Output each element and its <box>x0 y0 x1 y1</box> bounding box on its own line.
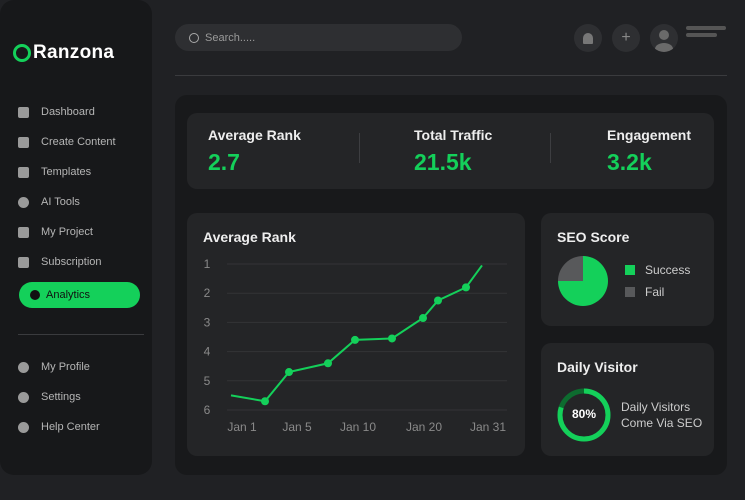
label: AI Tools <box>41 196 80 208</box>
progress-ring <box>557 388 611 442</box>
user-icon <box>18 361 29 373</box>
logo-icon <box>13 44 31 62</box>
add-button[interactable]: + <box>612 24 640 52</box>
avatar[interactable] <box>650 24 678 52</box>
gear-icon <box>18 391 29 403</box>
legend-label: Success <box>645 263 691 277</box>
sidebar-item-analytics[interactable]: Analytics <box>19 282 140 308</box>
seo-score-card: SEO Score Success Fail <box>541 213 714 326</box>
y-tick-label: 2 <box>204 286 211 300</box>
stat-label: Total Traffic <box>414 127 493 143</box>
plus-square-icon <box>18 136 29 148</box>
average-rank-chart-card: Average Rank 1 2 3 4 5 6 Jan 1 Jan 5 Jan 10 Jan 2… <box>187 213 525 456</box>
stat-engagement: Engagement 3.2k <box>607 127 691 176</box>
search-icon <box>189 32 199 43</box>
label: Settings <box>41 391 81 403</box>
sidebar: Ranzona Dashboard Create Content Templat… <box>0 0 152 475</box>
label: Create Content <box>41 136 116 148</box>
help-icon <box>18 421 29 433</box>
search-input[interactable]: Search..... <box>175 24 462 51</box>
data-point <box>324 359 332 368</box>
x-tick-label: Jan 20 <box>406 420 442 434</box>
layout-icon <box>18 166 29 178</box>
data-point <box>462 283 470 292</box>
divider <box>18 334 144 335</box>
x-tick-label: Jan 31 <box>470 420 506 434</box>
stat-average-rank: Average Rank 2.7 <box>208 127 301 176</box>
stat-value: 2.7 <box>208 149 240 175</box>
label: Subscription <box>41 256 102 268</box>
sidebar-item-settings[interactable]: Settings <box>18 382 148 412</box>
stat-label: Engagement <box>607 127 692 143</box>
legend-success: Success <box>625 263 690 277</box>
data-point <box>434 296 442 305</box>
percent-label: 80% <box>571 407 597 421</box>
data-point <box>261 397 269 406</box>
data-point <box>419 314 427 323</box>
y-tick-label: 1 <box>204 257 211 271</box>
stat-label: Average Rank <box>208 127 301 143</box>
card-icon <box>18 256 29 268</box>
ring-progress <box>557 388 611 442</box>
data-point <box>388 334 396 343</box>
label: Analytics <box>46 289 91 301</box>
sidebar-item-ai-tools[interactable]: AI Tools <box>18 187 148 217</box>
y-tick-label: 4 <box>204 345 211 359</box>
brand-name: Ranzona <box>33 42 115 63</box>
x-tick-label: Jan 1 <box>227 420 257 434</box>
y-tick-label: 6 <box>204 403 211 417</box>
desc-line: Daily Visitors <box>621 400 691 414</box>
sidebar-item-templates[interactable]: Templates <box>18 157 148 187</box>
card-title: Daily Visitor <box>557 359 638 375</box>
daily-description: Daily Visitors Come Via SEO <box>621 399 702 431</box>
logo[interactable]: Ranzona <box>13 42 114 64</box>
stat-total-traffic: Total Traffic 21.5k <box>414 127 492 176</box>
daily-visitor-card: Daily Visitor 80% Daily Visitors Come Via… <box>541 343 714 456</box>
bell-icon <box>583 32 593 44</box>
plus-icon: + <box>621 29 631 46</box>
data-point <box>285 368 293 377</box>
user-icon <box>655 30 673 52</box>
sidebar-item-create-content[interactable]: Create Content <box>18 127 148 157</box>
line-chart: 1 2 3 4 5 6 Jan 1 Jan 5 Jan 10 Jan 20 Jan 31 <box>204 257 507 434</box>
stat-value: 3.2k <box>607 149 652 175</box>
data-point <box>351 335 359 344</box>
grid-icon <box>18 106 29 118</box>
search-placeholder: Search..... <box>205 31 256 44</box>
legend-swatch <box>625 287 635 297</box>
desc-line: Come Via SEO <box>621 416 703 430</box>
sidebar-item-help-center[interactable]: Help Center <box>18 412 148 442</box>
label: Help Center <box>41 421 100 433</box>
series-line <box>230 264 483 403</box>
sidebar-item-my-profile[interactable]: My Profile <box>18 352 148 382</box>
y-tick-label: 5 <box>204 374 211 388</box>
notifications-button[interactable] <box>574 24 602 52</box>
x-tick-label: Jan 5 <box>282 420 312 434</box>
legend-fail: Fail <box>625 285 664 299</box>
y-tick-label: 3 <box>204 315 211 329</box>
legend-label: Fail <box>645 285 665 299</box>
chart-title: Average Rank <box>203 229 296 245</box>
legend-swatch <box>625 265 635 275</box>
label: My Profile <box>41 361 90 373</box>
stats-card: Average Rank 2.7 Total Traffic 21.5k Engag… <box>187 113 714 189</box>
card-title: SEO Score <box>557 229 630 245</box>
sidebar-item-my-project[interactable]: My Project <box>18 217 148 247</box>
label: My Project <box>41 226 93 238</box>
seo-pie-chart <box>558 256 608 306</box>
sidebar-item-dashboard[interactable]: Dashboard <box>18 97 148 127</box>
stat-value: 21.5k <box>414 149 472 175</box>
edit-doc-icon <box>18 226 29 238</box>
sidebar-item-subscription[interactable]: Subscription <box>18 247 148 277</box>
label: Templates <box>41 166 92 178</box>
pie-chart-icon <box>30 290 40 300</box>
menu-button[interactable] <box>686 26 726 40</box>
divider <box>175 75 727 76</box>
pie-slice-fail <box>558 256 583 281</box>
label: Dashboard <box>41 106 95 118</box>
x-tick-label: Jan 10 <box>340 420 376 434</box>
ai-icon <box>18 196 29 208</box>
